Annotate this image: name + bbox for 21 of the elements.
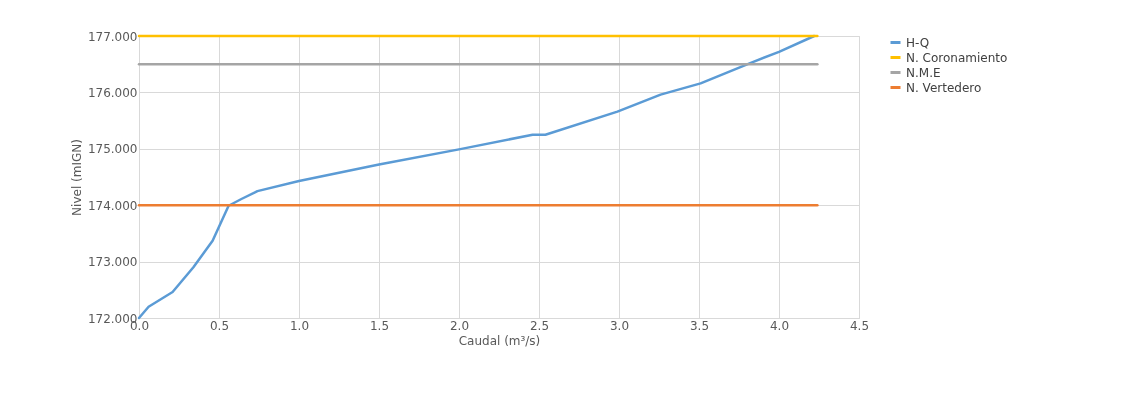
y-axis-title: Nivel (mIGN)	[69, 139, 84, 216]
x-tick-label: 4.0	[769, 318, 790, 333]
legend-label: N. Vertedero	[906, 80, 982, 95]
y-tick-label: 176.000	[87, 85, 138, 100]
line-series	[137, 34, 816, 320]
y-tick-label: 174.000	[87, 198, 138, 213]
x-tick-label: 1.0	[289, 318, 310, 333]
legend-label: N. Coronamiento	[906, 50, 1008, 65]
x-tick-label: 1.5	[369, 318, 390, 333]
x-tick-label: 0.5	[209, 318, 230, 333]
legend-label: H-Q	[906, 35, 930, 50]
y-tick-label: 173.000	[87, 255, 138, 270]
x-tick-label: 2.0	[449, 318, 470, 333]
y-tick-label: 177.000	[87, 29, 138, 44]
x-tick-label: 3.5	[689, 318, 710, 333]
legend-label: N.M.E	[906, 65, 941, 80]
x-axis-title: Caudal (m³/s)	[458, 333, 541, 348]
x-tick-label: 2.5	[529, 318, 550, 333]
x-tick-label: 3.0	[609, 318, 630, 333]
y-tick-label: 175.000	[87, 142, 138, 157]
x-tick-label: 4.5	[849, 318, 870, 333]
